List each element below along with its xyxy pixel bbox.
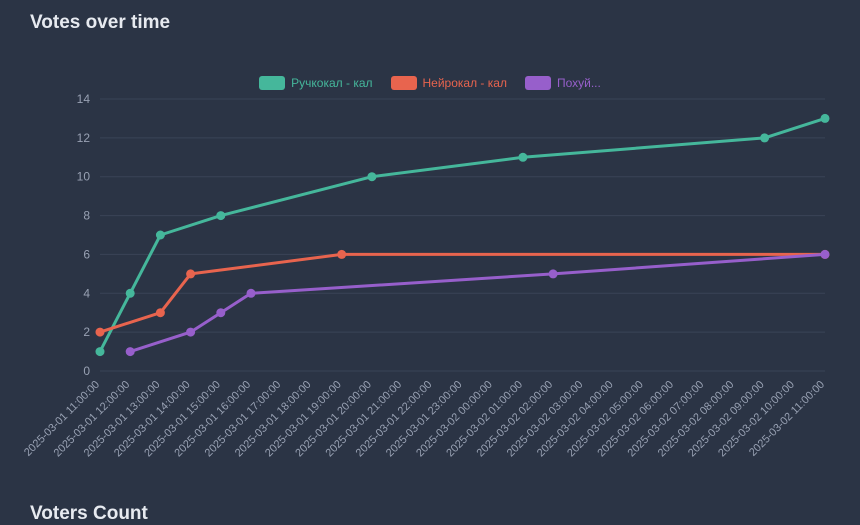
data-point[interactable] [367, 172, 377, 182]
data-point[interactable] [216, 211, 226, 221]
legend-swatch-icon [259, 76, 286, 90]
y-tick-label: 14 [77, 92, 91, 106]
series-line-2 [128, 252, 827, 354]
legend-item-series-1[interactable]: Нейрокал - кал [390, 76, 507, 90]
y-tick-label: 4 [83, 286, 90, 300]
legend-label: Похуй... [556, 76, 601, 90]
data-point[interactable] [820, 113, 830, 123]
data-point[interactable] [125, 347, 135, 357]
legend-item-series-0[interactable]: Ручкокал - кал [259, 76, 373, 90]
data-point[interactable] [760, 133, 770, 143]
y-tick-label: 12 [77, 131, 91, 145]
data-point[interactable] [125, 288, 135, 298]
data-point[interactable] [155, 230, 165, 240]
y-tick-label: 8 [83, 209, 90, 223]
series-line-0 [98, 116, 827, 354]
y-tick-label: 6 [83, 247, 90, 261]
legend-label: Нейрокал - кал [422, 76, 507, 90]
data-point[interactable] [186, 269, 196, 279]
y-tick-label: 10 [77, 170, 91, 184]
legend-swatch-icon [524, 76, 551, 90]
data-point[interactable] [337, 249, 347, 259]
data-point[interactable] [246, 288, 256, 298]
y-tick-label: 0 [83, 364, 90, 378]
data-point[interactable] [186, 327, 196, 337]
data-point[interactable] [95, 347, 105, 357]
legend-swatch-icon [390, 76, 417, 90]
chart-legend: Ручкокал - кал Нейрокал - кал Похуй... [0, 76, 860, 90]
data-point[interactable] [548, 269, 558, 279]
data-point[interactable] [155, 308, 165, 318]
data-point[interactable] [95, 327, 105, 337]
data-point[interactable] [820, 249, 830, 259]
data-point[interactable] [518, 152, 528, 162]
page-title: Votes over time [30, 12, 171, 33]
legend-item-series-2[interactable]: Похуй... [524, 76, 601, 90]
y-tick-label: 2 [83, 325, 90, 339]
legend-label: Ручкокал - кал [291, 76, 373, 90]
data-point[interactable] [216, 308, 226, 318]
bottom-section-title: Voters Count [30, 503, 148, 524]
